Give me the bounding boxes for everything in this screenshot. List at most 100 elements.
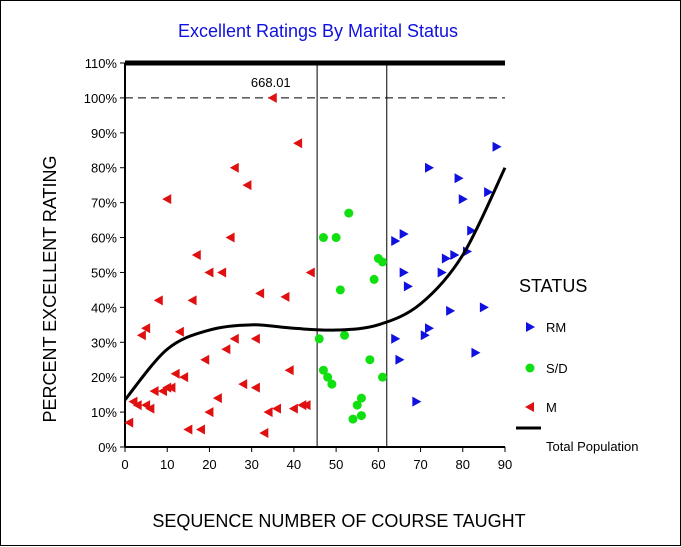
plot-area: 0% 10% 20% 30% 40% 50% 60% 70% 80% 90% 100% 110% 0 10…: [84, 56, 512, 472]
x-tick-label: 40: [287, 457, 301, 472]
x-tick-label: 0: [121, 457, 128, 472]
y-tick-label: 80%: [91, 161, 117, 176]
data-point-m: [255, 288, 265, 299]
legend-label: RM: [546, 320, 566, 335]
data-point-rm: [458, 194, 468, 205]
data-point-rm: [437, 267, 447, 278]
data-point-s-d: [344, 208, 354, 218]
data-point-rm: [425, 162, 434, 173]
data-point-rm: [479, 302, 489, 313]
data-point-rm: [391, 236, 401, 247]
data-point-s-d: [318, 365, 328, 375]
data-point-m: [238, 379, 248, 390]
data-point-rm: [454, 173, 464, 184]
data-point-m: [259, 428, 269, 439]
y-tick-label: 100%: [84, 91, 118, 106]
y-tick-label: 40%: [91, 300, 117, 315]
y-tick-label: 20%: [91, 370, 117, 385]
data-point-m: [272, 403, 281, 414]
data-point-m: [124, 417, 134, 428]
y-axis-label: PERCENT EXCELLENT RATING: [40, 155, 60, 422]
data-point-m: [229, 333, 239, 344]
data-point-rm: [403, 281, 413, 292]
x-tick-label: 50: [329, 457, 343, 472]
data-point-rm: [471, 347, 481, 358]
data-point-m: [141, 323, 151, 334]
data-point-s-d: [331, 233, 341, 243]
data-point-s-d: [348, 414, 358, 424]
data-point-m: [145, 403, 155, 414]
y-tick-label: 110%: [85, 56, 118, 71]
data-point-rm: [399, 267, 409, 278]
data-point-s-d: [318, 233, 328, 243]
data-point-rm: [412, 396, 422, 407]
data-point-m: [191, 250, 201, 260]
data-point-s-d: [356, 393, 366, 403]
legend-title: STATUS: [519, 276, 587, 296]
data-point-rm: [467, 225, 477, 236]
data-point-s-d: [352, 400, 362, 410]
data-point-rm: [420, 330, 430, 341]
data-point-m: [187, 295, 197, 306]
data-point-rm: [492, 141, 502, 152]
data-point-s-d: [378, 372, 388, 382]
legend-label: Total Population: [546, 439, 639, 454]
data-point-m: [162, 194, 172, 205]
y-tick-label: 70%: [91, 196, 117, 211]
data-point-m: [158, 386, 167, 397]
data-point-m: [263, 407, 273, 418]
data-point-rm: [391, 333, 401, 344]
data-point-s-d: [378, 257, 388, 267]
y-tick-label: 50%: [91, 265, 117, 280]
y-tick-label: 10%: [91, 405, 117, 420]
data-point-m: [293, 138, 303, 149]
data-point-rm: [425, 323, 434, 334]
x-tick-label: 30: [244, 457, 258, 472]
legend-label: M: [546, 400, 557, 415]
total-population-curve: [123, 167, 507, 401]
y-tick-label: 90%: [91, 126, 117, 141]
data-point-m: [229, 162, 239, 173]
x-tick-label: 90: [498, 457, 512, 472]
y-tick-label: 60%: [91, 231, 117, 246]
data-point-m: [221, 344, 231, 355]
data-point-m: [149, 386, 159, 397]
data-point-m: [179, 372, 189, 383]
legend-marker-rm: [526, 322, 535, 332]
data-point-m: [225, 232, 235, 243]
x-tick-label: 10: [160, 457, 174, 472]
data-point-m: [217, 267, 227, 278]
data-point-s-d: [327, 379, 337, 389]
y-tick-label: 0%: [98, 440, 117, 455]
data-point-m: [132, 400, 142, 411]
x-tick-label: 80: [456, 457, 470, 472]
data-point-m: [200, 354, 210, 365]
data-point-m: [305, 267, 315, 278]
data-point-m: [212, 393, 222, 404]
annotation-label: 668.01: [251, 75, 291, 90]
data-point-s-d: [356, 411, 366, 421]
legend: STATUS RM S/D M Total Population: [516, 276, 639, 454]
data-point-s-d: [340, 330, 350, 340]
x-axis-label: SEQUENCE NUMBER OF COURSE TAUGHT: [152, 511, 525, 531]
data-point-m: [170, 368, 180, 379]
data-point-m: [183, 424, 193, 435]
data-point-m: [196, 424, 205, 435]
data-point-s-d: [365, 355, 375, 365]
data-point-s-d: [314, 334, 324, 344]
data-point-m: [204, 407, 214, 418]
legend-marker-s-d: [525, 363, 535, 373]
data-point-rm: [450, 250, 460, 260]
data-point-s-d: [335, 285, 345, 295]
data-point-m: [250, 382, 260, 393]
data-point-m: [288, 403, 298, 414]
data-point-m: [174, 326, 184, 337]
x-tick-label: 60: [371, 457, 385, 472]
data-point-m: [250, 333, 260, 344]
y-tick-label: 30%: [91, 335, 117, 350]
data-point-m: [267, 92, 277, 103]
chart-title: Excellent Ratings By Marital Status: [178, 21, 458, 41]
data-point-rm: [399, 229, 409, 240]
